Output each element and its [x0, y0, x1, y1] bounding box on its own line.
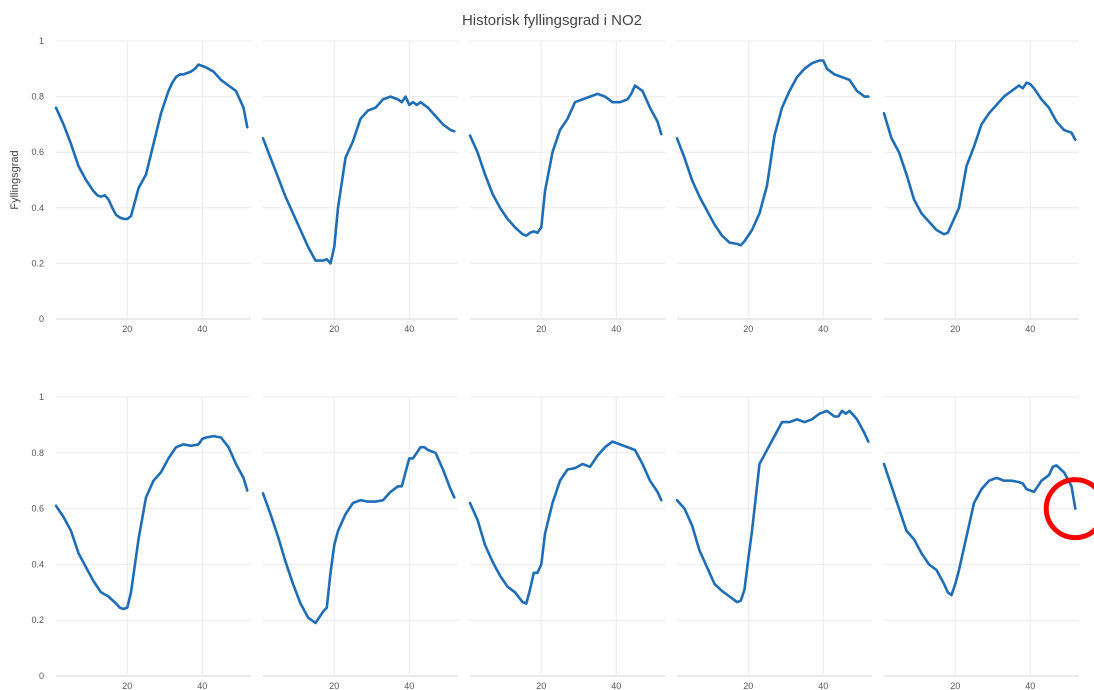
series-line-10 — [882, 462, 1077, 597]
x-tick-label: 20 — [329, 681, 339, 690]
panel-7: 20 40 — [261, 396, 458, 690]
x-tick-label: 40 — [197, 324, 207, 334]
panel-9: 20 40 — [675, 396, 872, 690]
y-tick-label: 0.6 — [31, 147, 44, 157]
x-tick-label: 40 — [818, 324, 828, 334]
panel-6: 0 0.2 0.4 0.6 0.8 1 20 40 — [31, 392, 251, 690]
panel-10: 20 40 — [882, 396, 1094, 690]
series-line-7 — [261, 445, 456, 625]
y-tick-label: 0.6 — [31, 504, 44, 514]
series-line-4 — [675, 59, 870, 247]
panel-4: 20 40 — [675, 40, 872, 334]
series-line-5 — [882, 81, 1077, 236]
x-tick-label: 20 — [743, 681, 753, 690]
x-tick-label: 40 — [197, 681, 207, 690]
chart-title: Historisk fyllingsgrad i NO2 — [462, 12, 642, 29]
series-line-2 — [261, 95, 456, 265]
x-tick-label: 40 — [611, 324, 621, 334]
y-axis-label: Fyllingsgrad — [9, 150, 21, 209]
series-line-9 — [675, 409, 870, 604]
panel-1: 0 0.2 0.4 0.6 0.8 1 20 40 — [31, 36, 251, 334]
y-tick-label: 0.4 — [31, 203, 44, 213]
series-line-3 — [468, 84, 663, 237]
x-tick-label: 40 — [1025, 324, 1035, 334]
x-tick-label: 20 — [743, 324, 753, 334]
x-tick-label: 20 — [950, 324, 960, 334]
y-tick-label: 0.4 — [31, 559, 44, 569]
y-tick-label: 0 — [39, 671, 44, 681]
y-tick-label: 1 — [39, 36, 44, 46]
y-tick-label: 0.8 — [31, 92, 44, 102]
x-tick-label: 20 — [122, 324, 132, 334]
series-line-8 — [468, 440, 663, 605]
x-tick-label: 20 — [536, 324, 546, 334]
panel-5: 20 40 — [882, 40, 1079, 334]
x-tick-label: 40 — [1025, 681, 1035, 690]
x-tick-label: 20 — [536, 681, 546, 690]
x-tick-label: 40 — [404, 324, 414, 334]
highlight-circle — [1043, 477, 1094, 541]
panel-3: 20 40 — [468, 40, 665, 334]
panel-2: 20 40 — [261, 40, 458, 334]
x-tick-label: 40 — [404, 681, 414, 690]
y-tick-label: 1 — [39, 392, 44, 402]
series-line-1 — [54, 63, 249, 221]
y-tick-label: 0.2 — [31, 615, 44, 625]
panel-8: 20 40 — [468, 396, 665, 690]
x-tick-label: 40 — [611, 681, 621, 690]
x-tick-label: 20 — [122, 681, 132, 690]
x-tick-label: 20 — [950, 681, 960, 690]
x-tick-label: 20 — [329, 324, 339, 334]
series-line-6 — [54, 434, 249, 611]
x-tick-label: 40 — [818, 681, 828, 690]
y-tick-label: 0 — [39, 314, 44, 324]
y-tick-label: 0.2 — [31, 258, 44, 268]
y-tick-label: 0.8 — [31, 448, 44, 458]
